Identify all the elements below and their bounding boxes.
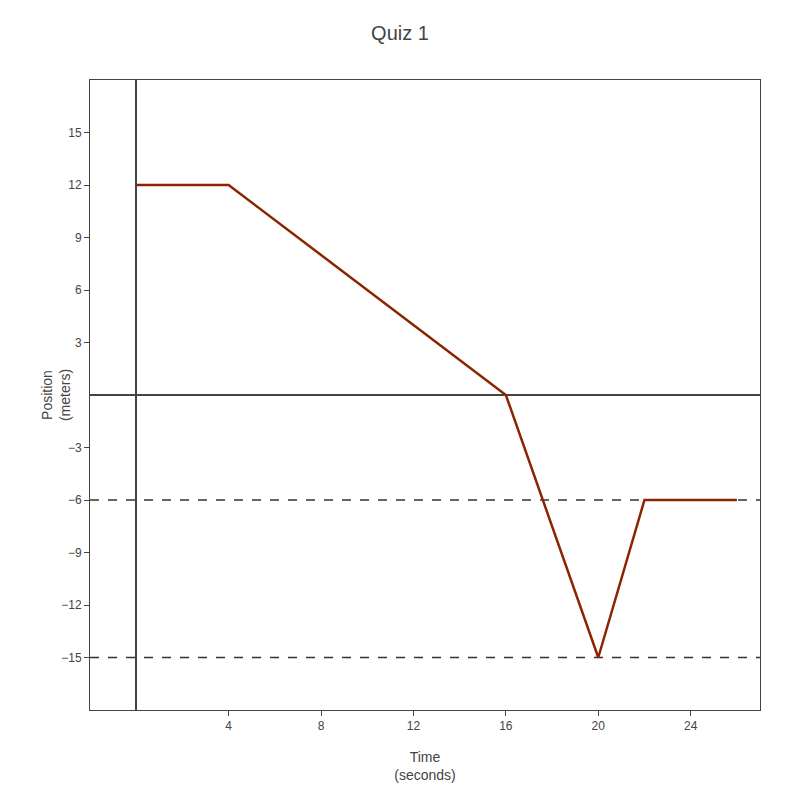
svg-text:12: 12 xyxy=(68,178,82,192)
svg-text:16: 16 xyxy=(499,719,513,733)
svg-text:4: 4 xyxy=(225,719,232,733)
svg-text:Quiz 1: Quiz 1 xyxy=(371,22,429,44)
svg-text:−15: −15 xyxy=(61,651,82,665)
svg-text:−3: −3 xyxy=(68,441,82,455)
svg-text:−6: −6 xyxy=(68,493,82,507)
svg-text:24: 24 xyxy=(684,719,698,733)
svg-text:Time(seconds): Time(seconds) xyxy=(394,749,455,783)
svg-text:15: 15 xyxy=(68,126,82,140)
svg-text:6: 6 xyxy=(75,283,82,297)
svg-text:−9: −9 xyxy=(68,546,82,560)
svg-text:Position(meters): Position(meters) xyxy=(39,369,73,421)
svg-text:12: 12 xyxy=(407,719,421,733)
svg-text:3: 3 xyxy=(75,336,82,350)
svg-text:9: 9 xyxy=(75,231,82,245)
svg-text:20: 20 xyxy=(592,719,606,733)
svg-text:−12: −12 xyxy=(61,598,82,612)
svg-text:8: 8 xyxy=(318,719,325,733)
